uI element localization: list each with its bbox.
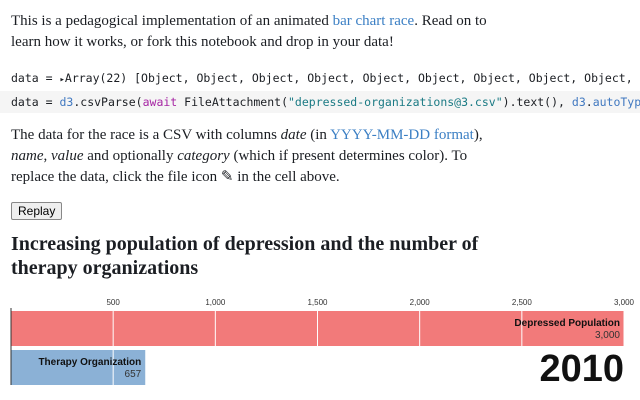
text: and optionally bbox=[83, 148, 178, 164]
x-tick-label: 2,000 bbox=[410, 298, 431, 307]
file-icon: ✎ bbox=[220, 169, 234, 185]
token: await bbox=[142, 95, 178, 109]
x-tick-label: 2,500 bbox=[512, 298, 533, 307]
text: date bbox=[280, 127, 307, 143]
cell-name: data = bbox=[11, 71, 60, 85]
text: name bbox=[11, 148, 44, 164]
token: = bbox=[38, 95, 60, 109]
token: FileAttachment( bbox=[177, 95, 288, 109]
text: value bbox=[51, 148, 84, 164]
cell-value: Array(22) [Object, Object, Object, Objec… bbox=[64, 71, 640, 85]
x-tick-label: 1,000 bbox=[205, 298, 226, 307]
text: ), bbox=[473, 127, 483, 143]
description: The data for the race is a CSV with colu… bbox=[11, 125, 501, 188]
token: d3 bbox=[59, 95, 74, 109]
text: The data for the race is a CSV with colu… bbox=[11, 127, 281, 143]
bar-label: Therapy Organization bbox=[38, 357, 141, 368]
output-cell: data = ▸Array(22) [Object, Object, Objec… bbox=[0, 71, 640, 85]
code-cell[interactable]: data = d3.csvParse(await FileAttachment(… bbox=[0, 91, 640, 113]
bar bbox=[11, 350, 146, 385]
replay-button[interactable]: Replay bbox=[11, 202, 63, 220]
intro: This is a pedagogical implementation of … bbox=[11, 11, 501, 53]
token: ).text(), bbox=[502, 95, 572, 109]
link[interactable]: YYYY-MM-DD format bbox=[330, 127, 474, 143]
text: in the cell above. bbox=[233, 169, 340, 185]
token: d3 bbox=[571, 95, 586, 109]
text: (which if present determines color). To … bbox=[11, 148, 468, 185]
text: category bbox=[177, 148, 230, 164]
token: autoType bbox=[592, 95, 640, 109]
value-label: 3,000 bbox=[595, 330, 620, 341]
text: (in bbox=[306, 127, 331, 143]
text: This is a pedagogical implementation of … bbox=[11, 13, 333, 29]
chart-title: Increasing population of depression and … bbox=[11, 233, 479, 279]
x-tick-label: 500 bbox=[106, 298, 120, 307]
x-tick-label: 1,500 bbox=[307, 298, 328, 307]
token: "depressed-organizations@3.csv" bbox=[288, 95, 503, 109]
token: .csvParse( bbox=[73, 95, 143, 109]
bar-label: Depressed Population bbox=[514, 318, 620, 329]
year-label: 2010 bbox=[539, 348, 624, 390]
token: . bbox=[585, 95, 593, 109]
value-label: 657 bbox=[125, 369, 142, 380]
text: , bbox=[43, 148, 51, 164]
x-tick-label: 3,000 bbox=[614, 298, 635, 307]
expand-arrow[interactable]: ▸ bbox=[59, 75, 65, 85]
text: . Read on to learn how it works, or fork… bbox=[11, 13, 487, 50]
token: data bbox=[11, 95, 39, 109]
link[interactable]: bar chart race bbox=[332, 13, 415, 29]
